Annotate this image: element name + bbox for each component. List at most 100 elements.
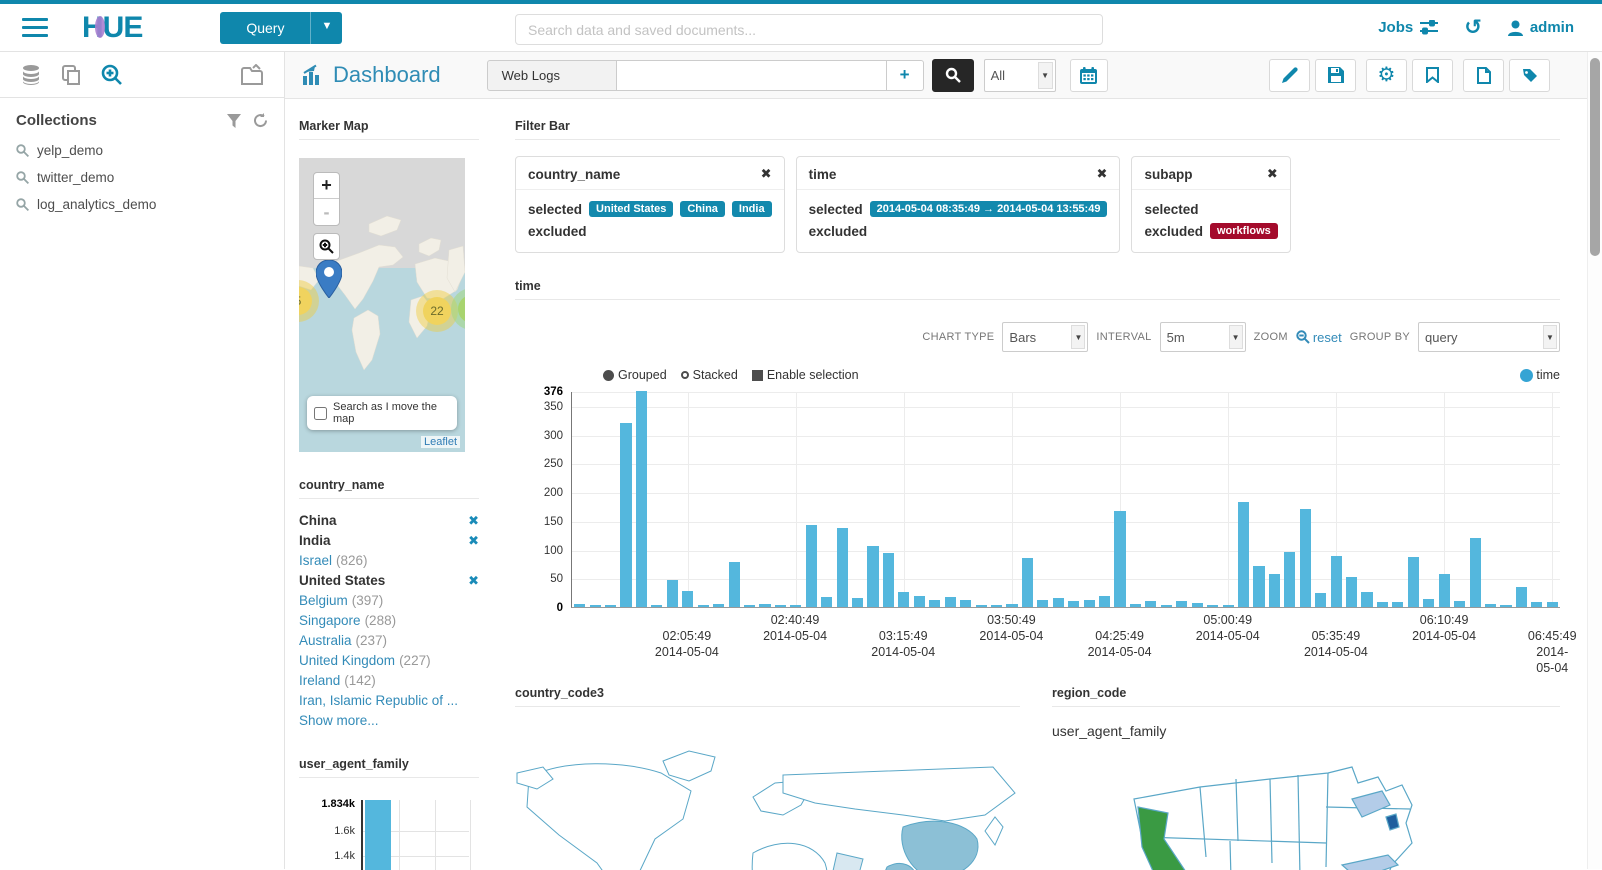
filter-pill[interactable]: China <box>680 201 725 217</box>
filter-card-close-icon[interactable]: ✖ <box>760 166 772 181</box>
facet-value-link[interactable]: Ireland <box>299 673 341 688</box>
time-chart-bar[interactable] <box>1454 601 1466 607</box>
time-chart-bar[interactable] <box>1438 573 1450 607</box>
country-code3-world-map[interactable] <box>515 735 1020 870</box>
hue-logo[interactable]: HUE <box>82 10 143 44</box>
dashboard-query-input[interactable] <box>616 59 887 91</box>
time-chart-bar[interactable] <box>1268 574 1280 607</box>
facet-value-link[interactable]: Iran, Islamic Republic of ... <box>299 693 459 708</box>
search-zoom-icon[interactable] <box>100 63 124 87</box>
time-chart-bar[interactable] <box>635 391 648 607</box>
time-chart-bar[interactable] <box>1299 509 1311 607</box>
filter-pill[interactable]: India <box>731 201 772 217</box>
map-cluster[interactable]: 5 <box>299 280 319 322</box>
time-chart-bar[interactable] <box>882 553 895 607</box>
time-chart-bar[interactable] <box>1191 602 1203 607</box>
map-zoom-in-button[interactable]: + <box>314 173 339 199</box>
time-chart-bar[interactable] <box>1207 604 1219 607</box>
databases-icon[interactable] <box>20 64 42 86</box>
time-chart-bar[interactable] <box>1315 592 1327 607</box>
new-document-button[interactable] <box>1463 58 1504 92</box>
time-chart-bar[interactable] <box>1145 601 1157 607</box>
filter-pill[interactable]: workflows <box>1209 223 1278 239</box>
time-chart-bar[interactable] <box>1284 552 1296 607</box>
time-chart-bar[interactable] <box>790 605 802 607</box>
facet-value-link[interactable]: India <box>299 533 331 548</box>
query-caret-icon[interactable]: ▼ <box>310 11 343 44</box>
time-chart-bar[interactable] <box>1099 595 1111 607</box>
collection-item[interactable]: log_analytics_demo <box>16 191 268 218</box>
facet-value-link[interactable]: China <box>299 513 337 528</box>
time-chart-bar[interactable] <box>774 605 786 607</box>
time-chart-bar[interactable] <box>1330 556 1342 607</box>
filter-card-close-icon[interactable]: ✖ <box>1096 166 1108 181</box>
scrollbar-track[interactable] <box>1587 52 1602 869</box>
collection-name-addon[interactable]: Web Logs <box>486 59 617 91</box>
time-chart-bar[interactable] <box>1253 565 1265 607</box>
scrollbar-thumb[interactable] <box>1590 58 1600 256</box>
time-chart-bar[interactable] <box>898 591 910 607</box>
time-chart-bar[interactable] <box>1114 510 1126 607</box>
time-chart-bar[interactable] <box>867 545 879 607</box>
time-chart-bar[interactable] <box>821 596 833 607</box>
save-dashboard-button[interactable] <box>1315 58 1356 92</box>
time-chart-bar[interactable] <box>1407 557 1419 607</box>
time-chart-bar[interactable] <box>1176 601 1188 607</box>
bookmark-button[interactable] <box>1412 58 1453 92</box>
filter-funnel-icon[interactable] <box>227 113 241 128</box>
time-chart-bar[interactable] <box>589 605 601 607</box>
map-zoom-out-button[interactable]: - <box>323 201 330 222</box>
map-cluster[interactable]: 2 <box>451 288 465 330</box>
facet-value-link[interactable]: Israel <box>299 553 333 568</box>
zoom-reset-link[interactable]: reset <box>1296 330 1342 345</box>
query-button[interactable]: Query <box>220 11 311 44</box>
facet-value-link[interactable]: Show more... <box>299 713 379 728</box>
facet-remove-icon[interactable]: ✖ <box>468 533 479 548</box>
time-chart-bar[interactable] <box>990 605 1003 607</box>
facet-value-link[interactable]: Australia <box>299 633 352 648</box>
global-search-input[interactable] <box>515 14 1103 45</box>
folder-icon[interactable] <box>240 63 264 86</box>
facet-remove-icon[interactable]: ✖ <box>468 513 479 528</box>
mini-chart-bar[interactable] <box>365 800 391 870</box>
time-chart-bar[interactable] <box>651 605 663 607</box>
facet-value-link[interactable]: United States <box>299 573 386 588</box>
facet-remove-icon[interactable]: ✖ <box>468 573 479 588</box>
time-chart-bar[interactable] <box>1222 605 1234 607</box>
collection-item[interactable]: twitter_demo <box>16 164 268 191</box>
time-chart-bar[interactable] <box>1531 602 1543 607</box>
time-chart-bar[interactable] <box>1052 598 1064 607</box>
search-as-move-checkbox[interactable] <box>314 406 327 420</box>
calendar-button[interactable] <box>1069 58 1108 92</box>
time-chart-bar[interactable] <box>682 590 694 607</box>
tags-button[interactable] <box>1509 58 1550 92</box>
time-chart-bar[interactable] <box>975 605 987 607</box>
time-chart-bar[interactable] <box>1361 591 1373 607</box>
facet-value-link[interactable]: Belgium <box>299 593 348 608</box>
time-chart-bar[interactable] <box>1037 600 1049 607</box>
query-split-button[interactable]: Query ▼ <box>220 11 343 44</box>
time-chart-bar[interactable] <box>960 600 972 607</box>
time-chart-bar[interactable] <box>1484 604 1497 607</box>
map-marker-pin-icon[interactable] <box>316 260 342 298</box>
time-chart-bar[interactable] <box>1423 598 1435 607</box>
time-chart-bar[interactable] <box>743 605 756 607</box>
time-chart-bar[interactable] <box>1515 586 1527 607</box>
time-chart-bar[interactable] <box>1083 600 1095 607</box>
map-zoom-box-button[interactable] <box>313 233 340 260</box>
refresh-icon[interactable] <box>253 113 268 128</box>
time-chart-bar[interactable] <box>1346 576 1358 607</box>
collection-item[interactable]: yelp_demo <box>16 137 268 164</box>
time-chart-plot[interactable] <box>571 391 1560 608</box>
search-button[interactable] <box>931 58 974 92</box>
legend-enable-selection[interactable]: Enable selection <box>751 368 859 382</box>
time-chart-bar[interactable] <box>944 597 956 607</box>
time-chart-bar[interactable] <box>605 605 617 607</box>
filter-pill[interactable]: United States <box>589 201 674 217</box>
history-icon[interactable]: ↺ <box>1464 16 1482 39</box>
region-code-us-map[interactable] <box>1120 747 1440 870</box>
time-chart-bar[interactable] <box>805 525 817 607</box>
legend-stacked[interactable]: Stacked <box>680 368 738 382</box>
time-chart-bar[interactable] <box>1376 602 1389 607</box>
legend-series-time[interactable]: time <box>1520 368 1560 382</box>
